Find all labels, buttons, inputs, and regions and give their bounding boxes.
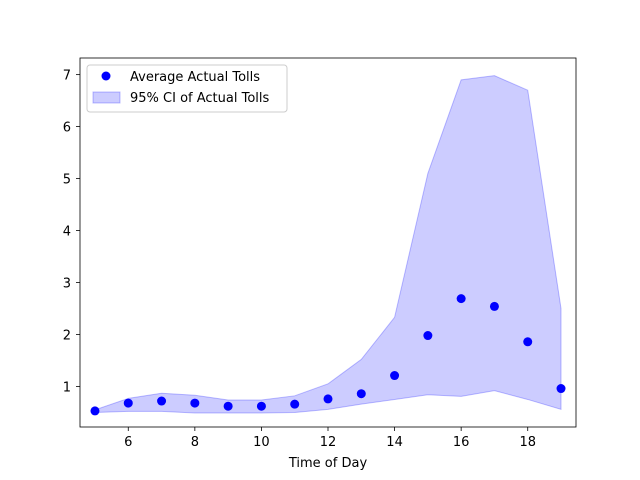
- legend-label-ci: 95% CI of Actual Tolls: [130, 91, 270, 106]
- legend-label-average: Average Actual Tolls: [130, 70, 260, 85]
- y-tick-label: 4: [63, 225, 71, 240]
- x-tick-label: 8: [191, 435, 199, 450]
- x-tick-label: 18: [519, 435, 536, 450]
- y-tick-label: 6: [63, 121, 71, 136]
- x-tick-label: 16: [453, 435, 470, 450]
- x-tick-label: 10: [253, 435, 270, 450]
- legend-swatch-ci: [92, 91, 121, 104]
- x-axis-title: Time of Day: [288, 456, 368, 471]
- y-tick-label: 2: [63, 328, 71, 343]
- data-point: [523, 337, 533, 347]
- data-point: [489, 301, 499, 311]
- legend-marker-average: [101, 71, 111, 81]
- y-tick-label: 3: [63, 277, 71, 292]
- y-tick-label: 7: [63, 69, 71, 84]
- y-axis: 1 2 3 4 5 6 7: [63, 69, 80, 395]
- data-point: [356, 389, 366, 399]
- y-tick-label: 5: [63, 173, 71, 188]
- legend-box: [86, 64, 288, 113]
- data-point: [390, 371, 400, 381]
- x-axis: 6 8 10 12 14 16 18: [124, 427, 536, 450]
- data-point: [456, 294, 466, 304]
- legend: Average Actual Tolls 95% CI of Actual To…: [86, 64, 288, 113]
- plot-area: [90, 75, 566, 416]
- data-point: [157, 396, 167, 406]
- data-point: [290, 399, 300, 409]
- x-tick-label: 14: [386, 435, 403, 450]
- x-tick-label: 6: [124, 435, 132, 450]
- data-point: [423, 331, 433, 341]
- data-point: [556, 384, 566, 394]
- x-tick-label: 12: [320, 435, 337, 450]
- y-tick-label: 1: [63, 380, 71, 395]
- data-point: [256, 401, 266, 411]
- data-point: [90, 406, 100, 416]
- data-point: [123, 398, 133, 408]
- data-point: [323, 394, 333, 404]
- data-point: [190, 398, 200, 408]
- ci-band: [94, 75, 562, 414]
- data-point: [223, 401, 233, 411]
